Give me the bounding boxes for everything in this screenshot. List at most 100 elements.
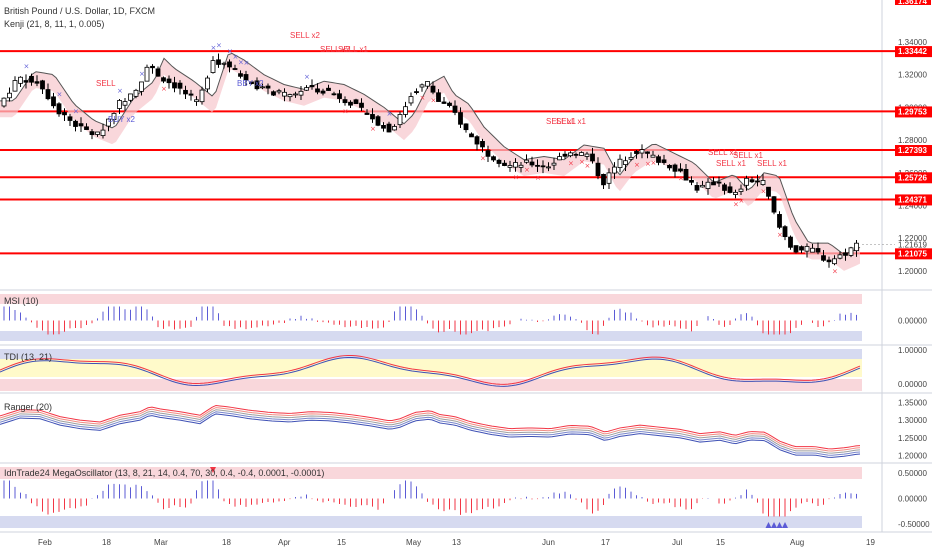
candle-body [227, 61, 232, 68]
candle-body [518, 164, 524, 168]
candle-body [590, 153, 595, 162]
candle-body [260, 86, 265, 89]
buy-marker-icon: × [24, 62, 30, 70]
indicator-title: Kenji (21, 8, 11, 1, 0.005) [4, 19, 104, 29]
candle-body [722, 184, 727, 191]
sell-marker-icon: × [733, 200, 739, 208]
candle-body [111, 113, 117, 121]
candle-body [89, 131, 95, 135]
buy-marker-icon: × [216, 42, 222, 50]
candle-body [342, 99, 348, 104]
candle-body [172, 82, 177, 89]
candle-body [353, 99, 359, 105]
candle-body [788, 236, 793, 248]
candle-body [738, 188, 744, 192]
candle-body [540, 165, 546, 168]
level-label-box [895, 172, 932, 184]
candle-body [634, 151, 639, 154]
candle-body [293, 93, 298, 96]
ranger-axis-label: 1.35000 [898, 399, 927, 408]
signal-label: SELL x1 [556, 117, 586, 126]
price-tick-label: 1.28000 [898, 136, 927, 145]
candle-body [474, 136, 480, 145]
candle-body [232, 68, 238, 70]
candle-body [513, 162, 518, 168]
tdi-title: TDI (13, 21) [4, 352, 52, 362]
candle-body [480, 141, 485, 148]
buy-marker-icon: × [57, 90, 63, 98]
sell-marker-icon: × [420, 94, 426, 102]
candle-body [304, 87, 309, 91]
candle-body [705, 181, 711, 189]
candle-body [7, 92, 12, 99]
candle-body [804, 246, 810, 252]
candle-body [546, 166, 551, 169]
tdi-axis-label: 1.00000 [898, 346, 927, 355]
candle-body [551, 162, 557, 166]
sell-marker-icon: × [634, 161, 640, 169]
candle-body [799, 246, 804, 251]
signal-label: SELL x1 [757, 159, 787, 168]
candle-body [309, 85, 315, 88]
candle-body [755, 180, 760, 183]
buy-marker-icon: × [211, 44, 217, 52]
time-tick-label: Feb [38, 538, 52, 547]
candle-body [282, 91, 287, 97]
candle-body [700, 184, 705, 188]
candle-body [287, 94, 293, 98]
candle-body [210, 60, 216, 73]
candle-body [562, 153, 568, 157]
price-label-text: 1.36174 [898, 0, 927, 6]
candle-body [29, 75, 34, 83]
candle-body [183, 89, 188, 95]
candle-body [529, 161, 535, 166]
candle-body [18, 76, 23, 84]
candle-body [56, 103, 62, 115]
candle-body [491, 156, 496, 161]
msi-axis-label: 0.00000 [898, 317, 927, 326]
signal-label: SELL x1 [708, 148, 738, 157]
level-label-box [895, 46, 932, 58]
sell-marker-icon: × [370, 125, 376, 133]
buy-marker-icon: × [233, 53, 239, 61]
tdi-upper-zone [0, 349, 862, 359]
level-label-box [895, 194, 932, 206]
buy-marker-icon: × [304, 73, 310, 81]
candle-body [425, 81, 430, 87]
candle-body [139, 81, 144, 92]
candle-body [573, 153, 579, 156]
price-tick-label: 1.22000 [898, 234, 927, 243]
candle-body [711, 181, 716, 186]
time-tick-label: Jul [672, 538, 682, 547]
sell-marker-icon: × [761, 188, 767, 196]
time-tick-label: May [406, 538, 421, 547]
time-tick-label: 18 [102, 538, 111, 547]
candle-body [320, 90, 326, 94]
candle-body [733, 191, 738, 195]
candle-body [766, 186, 771, 197]
ranger-band-line [0, 413, 861, 458]
candle-body [678, 168, 683, 172]
time-tick-label: 19 [866, 538, 875, 547]
candle-body [650, 154, 656, 158]
buy-marker-icon: × [227, 47, 233, 55]
ranger-axis-label: 1.20000 [898, 451, 927, 460]
time-tick-label: 17 [601, 538, 610, 547]
candle-body [348, 101, 353, 106]
sell-marker-icon: × [568, 159, 574, 167]
candle-body [672, 164, 678, 172]
candle-body [166, 78, 172, 84]
candle-body [216, 59, 221, 65]
mega-up-triangle-icon [771, 522, 777, 528]
mega-upper-zone [0, 467, 862, 479]
signal-label: SELL x2 [290, 31, 320, 40]
price-tick-label: 1.20000 [898, 267, 927, 276]
candle-body [128, 93, 133, 101]
sell-marker-icon: × [431, 96, 437, 104]
price-tick-label: 1.24000 [898, 202, 927, 211]
candle-body [623, 160, 628, 165]
sell-marker-icon: × [513, 174, 519, 182]
ranger-band-line [0, 409, 861, 454]
